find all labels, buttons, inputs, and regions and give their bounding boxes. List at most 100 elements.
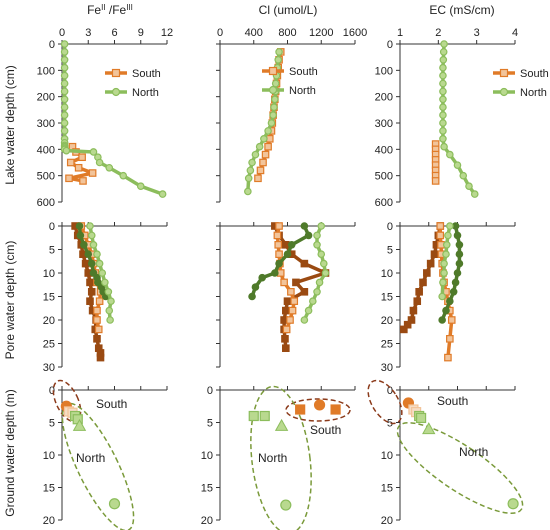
x-tick-label: 800 [278, 27, 296, 39]
panel-ground-cl: 0 5 10 15 20 South North [201, 385, 356, 530]
y-tick-label: 100 [37, 65, 55, 77]
data-point [93, 316, 101, 324]
data-point [248, 158, 256, 167]
y-tick-label: 5 [387, 418, 393, 430]
data-point [313, 287, 321, 296]
data-point [330, 404, 341, 415]
data-point [93, 250, 101, 259]
data-point [444, 353, 452, 362]
data-point [290, 297, 299, 306]
data-point [101, 278, 109, 287]
panel-ground-fe: 0 5 10 15 20 South North [43, 379, 168, 530]
data-point [439, 135, 447, 143]
south-ellipse [367, 379, 403, 425]
data-point [440, 269, 448, 277]
data-point [60, 119, 69, 127]
data-point [451, 278, 460, 287]
y-tick-label: 0 [49, 221, 55, 233]
data-point [304, 231, 313, 240]
x-tick-label: 9 [138, 27, 144, 39]
y-tick-label: 25 [381, 339, 393, 351]
data-point [87, 231, 96, 240]
legend: South North [262, 66, 318, 97]
y-tick-label: 0 [49, 39, 55, 51]
y-tick-label: 500 [37, 171, 55, 183]
data-point [439, 119, 447, 127]
data-point [453, 269, 462, 277]
legend: South North [493, 68, 549, 99]
data-point [254, 174, 262, 183]
legend-north-marker [111, 87, 121, 97]
data-point [400, 325, 408, 334]
data-point [255, 142, 264, 151]
y-tick-label: 0 [387, 221, 393, 233]
data-point [60, 87, 69, 96]
legend-north-label: North [520, 87, 547, 99]
data-point [440, 40, 448, 48]
data-point [455, 241, 464, 249]
data-point [287, 288, 295, 296]
data-point [280, 499, 292, 511]
data-point [507, 498, 519, 510]
row-label-pore: Pore water depth (cm) [3, 241, 17, 360]
legend-north-label: North [132, 87, 159, 99]
panel-lake-fe: 0 3 6 9 12 0 100 200 300 400 500 600 South North [37, 27, 173, 209]
data-point [439, 111, 447, 119]
y-tick-label: 20 [381, 315, 393, 327]
data-point [439, 71, 447, 80]
y-tick-label: 100 [375, 65, 393, 77]
data-point [455, 259, 464, 268]
data-point [87, 259, 96, 268]
data-point [136, 182, 145, 191]
row-label-lake: Lake water depth (cm) [3, 65, 17, 184]
y-tick-label: 200 [37, 92, 55, 104]
data-point [282, 325, 291, 334]
data-point [87, 288, 96, 296]
y-tick-label: 400 [375, 144, 393, 156]
y-tick-label: 400 [37, 144, 55, 156]
data-point [271, 79, 280, 88]
data-point [292, 278, 300, 287]
data-point [446, 150, 454, 159]
y-tick-label: 20 [43, 315, 55, 327]
data-point [313, 241, 321, 249]
data-point [282, 306, 290, 315]
data-point [60, 63, 69, 72]
data-point [93, 335, 101, 343]
data-point [315, 278, 324, 287]
data-point [65, 174, 73, 183]
legend-south-label: South [132, 68, 161, 80]
y-tick-label: 30 [381, 362, 393, 374]
data-point [258, 273, 266, 282]
data-point [271, 269, 279, 277]
legend-south-marker [268, 66, 278, 76]
data-point [248, 410, 259, 422]
x-tick-label: 0 [217, 27, 223, 39]
y-tick-label: 10 [381, 450, 393, 462]
south-label: South [96, 397, 127, 411]
data-point [300, 259, 309, 268]
panel-ground-ec: 0 5 10 15 20 South North [367, 379, 524, 527]
data-point [295, 404, 306, 415]
data-point [444, 231, 452, 240]
y-tick-label: 15 [201, 483, 213, 495]
data-point [426, 259, 435, 268]
north-label: North [258, 451, 287, 465]
y-tick-label: 20 [381, 515, 393, 527]
data-point [75, 222, 84, 230]
data-point [317, 222, 326, 230]
data-point [283, 250, 292, 259]
data-point [60, 127, 69, 135]
data-point [275, 259, 283, 268]
north-ellipse [396, 422, 524, 514]
south-label: South [310, 423, 341, 437]
north-ellipse [250, 385, 312, 530]
data-point [275, 222, 283, 230]
data-point [273, 231, 282, 240]
data-point [313, 399, 326, 411]
col-title-cl: Cl (umol/L) [259, 3, 318, 17]
y-tick-label: 15 [43, 483, 55, 495]
data-point [119, 171, 128, 180]
data-point [275, 48, 283, 56]
